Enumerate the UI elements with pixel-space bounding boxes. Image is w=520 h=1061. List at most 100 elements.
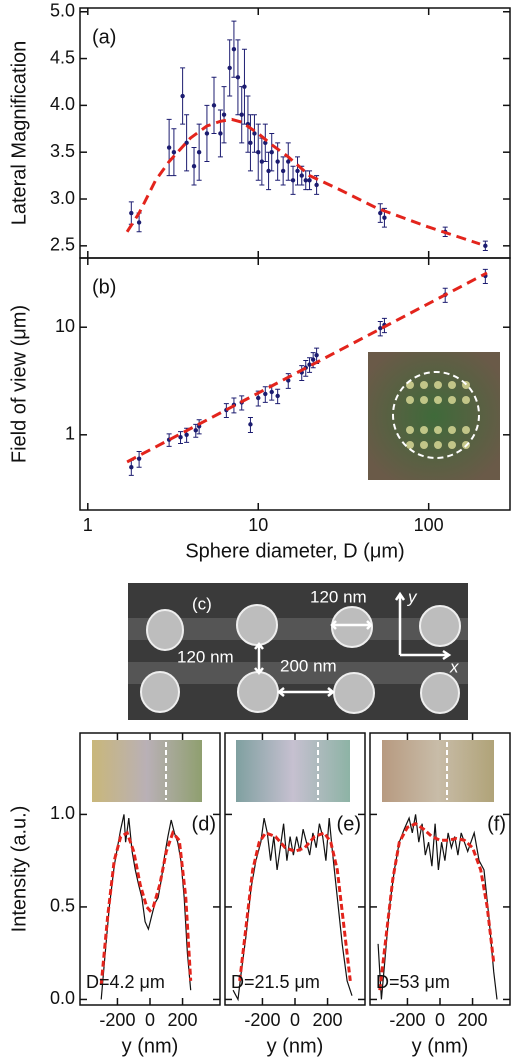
error-cap (191, 147, 197, 186)
data-point (191, 164, 197, 169)
data-point (136, 456, 142, 461)
data-point (136, 220, 142, 225)
panel-label: (d) (192, 813, 216, 835)
data-point (378, 325, 383, 331)
data-point (263, 391, 268, 397)
x-tick-label: -200 (99, 1010, 135, 1030)
y-axis-label: Field of view (μm) (8, 305, 30, 463)
error-cap (310, 352, 316, 369)
y-tick-label: 4.5 (50, 47, 75, 67)
error-cap (290, 165, 296, 195)
x-tick-label: 0 (290, 1010, 300, 1030)
error-cap (381, 317, 387, 334)
data-point (266, 168, 271, 174)
data-point (314, 352, 319, 358)
y-tick-label: 5.0 (50, 0, 75, 20)
error-cap (280, 156, 286, 186)
error-cap (295, 156, 301, 186)
fit-line (378, 821, 496, 991)
data-point (231, 46, 237, 52)
y-tick-label: 1 (65, 424, 75, 444)
error-cap (377, 321, 383, 337)
panel-label: (e) (337, 813, 361, 835)
error-cap (223, 403, 229, 418)
data-point (280, 168, 286, 174)
data-point (248, 422, 253, 427)
annotation: D=21.5 μm (231, 972, 320, 992)
panel-label: (c) (192, 594, 212, 613)
y-tick-label: 3.5 (50, 141, 75, 161)
data-point (227, 65, 232, 71)
error-cap (285, 142, 291, 181)
data-point (256, 149, 261, 155)
data-point (178, 435, 183, 440)
data-point (310, 357, 316, 362)
error-cap (269, 132, 275, 172)
data-point (290, 178, 296, 183)
error-cap (211, 76, 217, 134)
scale-label: 120 nm (310, 587, 367, 606)
fit-line (99, 829, 193, 985)
data-point (242, 84, 247, 89)
data-point (269, 389, 274, 395)
error-cap (204, 104, 210, 163)
x-tick-label: 1 (83, 515, 93, 535)
plot-area (125, 20, 488, 252)
error-cap (482, 240, 488, 252)
error-cap (166, 433, 172, 447)
data-point (239, 112, 244, 117)
panel-label: (a) (92, 26, 116, 48)
data-point (252, 131, 257, 136)
x-axis-label: y (nm) (122, 1035, 179, 1057)
annotation: D=53 μm (376, 972, 450, 992)
error-cap (377, 203, 383, 223)
data-point (256, 395, 261, 401)
error-cap (299, 365, 305, 381)
data-point (211, 103, 217, 108)
y-axis-label: Intensity (a.u.) (8, 806, 30, 933)
data-point (269, 149, 274, 155)
fit-line (125, 117, 481, 246)
y-tick-label: 3.0 (50, 188, 75, 208)
y-tick-label: 0.0 (50, 988, 75, 1008)
frame (79, 257, 511, 511)
data-point (483, 243, 488, 249)
y-tick-label: 10 (55, 316, 75, 336)
data-point (193, 428, 198, 433)
error-cap (166, 118, 172, 177)
inset-images (92, 740, 494, 802)
data-point (307, 362, 312, 367)
error-cap (442, 226, 448, 237)
data-point (295, 168, 300, 174)
data-point (314, 182, 319, 188)
annotation: D=4.2 μm (86, 972, 165, 992)
data-point (129, 210, 134, 216)
y-axis-label: Lateral Magnification (8, 41, 30, 226)
axis-label: y (407, 587, 418, 606)
plot-area (126, 268, 488, 476)
y-tick-label: 4.0 (50, 94, 75, 114)
fit-line (126, 271, 488, 464)
plot-area (377, 814, 498, 1000)
error-cap (442, 287, 448, 303)
error-cap (221, 86, 227, 144)
error-cap (381, 207, 387, 228)
error-cap (307, 170, 313, 191)
data-point (307, 178, 312, 183)
data-point (218, 131, 223, 136)
error-cap (239, 395, 245, 411)
error-cap (262, 123, 268, 163)
error-cap (285, 373, 291, 389)
data-point (180, 93, 185, 99)
data-point (166, 145, 172, 150)
data-point (259, 159, 265, 164)
panel-label: (f) (487, 813, 506, 835)
error-cap (178, 431, 184, 445)
error-cap (193, 423, 199, 438)
data-point (299, 173, 304, 178)
x-tick-label: -200 (244, 1010, 280, 1030)
error-cap (231, 20, 237, 78)
x-tick-label: 10 (248, 515, 268, 535)
data-point (129, 464, 134, 470)
